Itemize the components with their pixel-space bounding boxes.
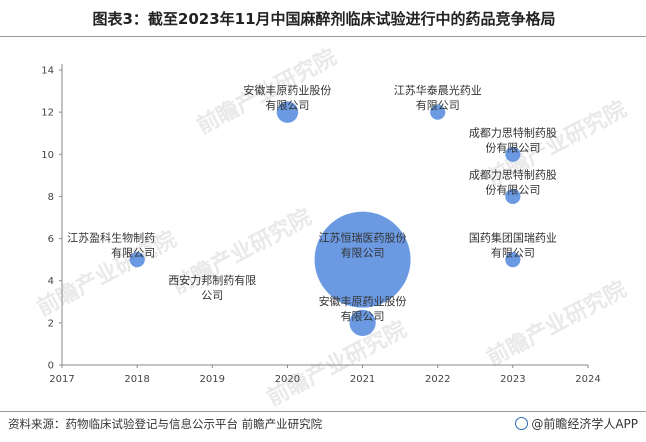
- y-tick-label: 8: [48, 192, 54, 203]
- point-label: 江苏华泰晨光药业有限公司: [394, 83, 482, 112]
- point-label-line: 公司: [201, 289, 223, 302]
- y-tick-label: 10: [41, 150, 54, 161]
- x-tick-label: 2022: [425, 374, 450, 385]
- y-tick-label: 12: [41, 108, 54, 119]
- bubble-point: [129, 252, 145, 268]
- brand-text: @前瞻经济学人APP: [531, 417, 638, 431]
- x-tick-label: 2017: [49, 374, 74, 385]
- title-divider: [0, 36, 646, 37]
- bubble-point: [505, 188, 521, 205]
- point-label: 成都力思特制药股份有限公司: [469, 167, 557, 196]
- footer-divider: [0, 411, 646, 412]
- point-label: 安徽丰原药业股份有限公司: [243, 83, 331, 112]
- point-label-line: 有限公司: [416, 98, 460, 112]
- point-label: 江苏盈科生物制药有限公司: [67, 231, 155, 260]
- point-label-line: 成都力思特制药股: [469, 125, 557, 139]
- watermark-text: 前瞻产业研究院: [263, 316, 411, 410]
- watermark-text: 前瞻产业研究院: [483, 276, 631, 371]
- point-label-line: 江苏盈科生物制药: [67, 231, 155, 245]
- point-label-layer: 江苏盈科生物制药有限公司西安力邦制药有限公司安徽丰原药业股份有限公司江苏恒瑞医药…: [67, 83, 557, 323]
- axes: 0 2 4 6 8 10 12 14 2017 2018 2019 2020 2021 2022 2023 2…: [41, 64, 601, 385]
- point-label-line: 有限公司: [111, 246, 155, 260]
- source-note: 资料来源：药物临床试验登记与信息公示平台 前瞻产业研究院: [8, 417, 323, 431]
- bubble-point: [505, 252, 521, 268]
- point-label: 成都力思特制药股份有限公司: [469, 125, 557, 154]
- y-tick-label: 2: [48, 318, 54, 329]
- bubble-point: [349, 309, 376, 337]
- point-label-line: 份有限公司: [485, 182, 540, 196]
- bubble-point: [276, 101, 299, 123]
- point-label-line: 江苏恒瑞医药股份: [319, 231, 407, 245]
- point-label-line: 有限公司: [491, 246, 535, 260]
- y-tick-label: 14: [41, 66, 54, 77]
- brand-logo-icon: [515, 417, 529, 430]
- point-label-line: 成都力思特制药股: [469, 167, 557, 181]
- point-label: 江苏恒瑞医药股份有限公司: [319, 231, 407, 260]
- point-label-line: 国药集团国瑞药业: [469, 231, 557, 245]
- point-label: 国药集团国瑞药业有限公司: [469, 231, 557, 260]
- point-label: 安徽丰原药业股份有限公司: [319, 294, 407, 323]
- point-label: 西安力邦制药有限公司: [168, 273, 256, 302]
- brand-credit: @前瞻经济学人APP: [515, 415, 638, 432]
- x-tick-label: 2021: [350, 374, 375, 385]
- y-tick-label: 0: [48, 361, 54, 372]
- bubble-point: [430, 104, 446, 120]
- x-tick-label: 2018: [124, 374, 149, 385]
- point-label-line: 安徽丰原药业股份: [319, 294, 407, 308]
- point-label-line: 安徽丰原药业股份: [243, 83, 331, 97]
- bubble-point: [505, 146, 521, 162]
- bubble-chart: 前瞻产业研究院前瞻产业研究院前瞻产业研究院前瞻产业研究院前瞻产业研究院前瞻产业研…: [33, 44, 631, 410]
- point-label-line: 江苏华泰晨光药业: [394, 83, 482, 97]
- x-tick-label: 2024: [575, 374, 600, 385]
- x-tick-label: 2023: [500, 374, 525, 385]
- point-label-line: 西安力邦制药有限: [168, 273, 256, 287]
- x-tick-label: 2020: [275, 374, 300, 385]
- y-tick-label: 6: [48, 234, 54, 245]
- point-label-line: 有限公司: [341, 309, 385, 323]
- x-tick-label: 2019: [200, 374, 225, 385]
- chart-title: 图表3：截至2023年11月中国麻醉剂临床试验进行中的药品竞争格局: [92, 10, 556, 28]
- bubble-layer: [129, 101, 521, 337]
- y-tick-label: 4: [48, 276, 54, 287]
- point-label-line: 有限公司: [341, 246, 385, 260]
- point-label-line: 份有限公司: [485, 140, 540, 154]
- bubble-point: [314, 211, 411, 308]
- point-label-line: 有限公司: [265, 98, 309, 112]
